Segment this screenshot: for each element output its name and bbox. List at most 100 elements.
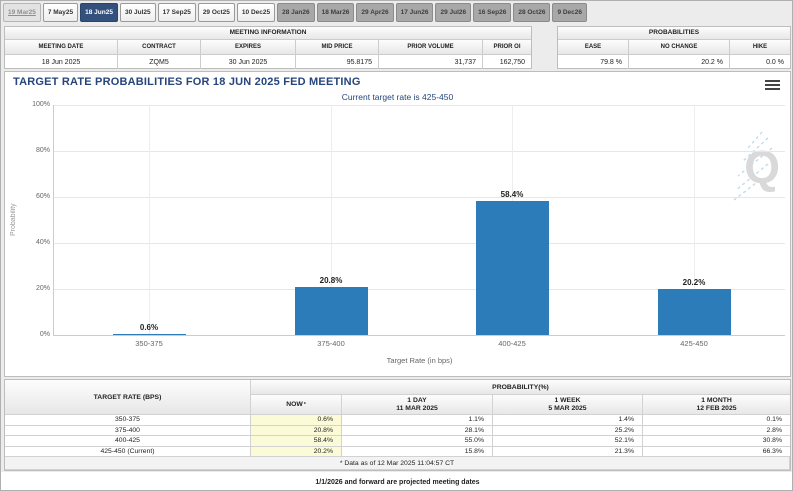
- target-rate-chart-panel: TARGET RATE PROBABILITIES FOR 18 JUN 202…: [4, 71, 791, 377]
- row-425-450-month: 66.3%: [643, 447, 790, 457]
- meeting-date-value: 18 Jun 2025: [5, 55, 118, 69]
- prior-volume-value: 31,737: [379, 55, 483, 69]
- probabilities-summary-header-row: EASE NO CHANGE HIKE: [558, 40, 790, 55]
- chart-subtitle: Current target rate is 425-450: [341, 92, 454, 102]
- tab-29-jul26[interactable]: 29 Jul26: [435, 3, 472, 22]
- xtick-350-375: 350-375: [135, 339, 163, 348]
- hike-header: HIKE: [752, 44, 768, 50]
- probabilities-summary-panel: PROBABILITIES EASE NO CHANGE HIKE 79.8 %…: [557, 26, 791, 69]
- prior-volume-header: PRIOR VOLUME: [379, 40, 483, 54]
- row-425-450-week: 21.3%: [493, 446, 643, 457]
- row-375-400-week: 25.2%: [493, 425, 643, 436]
- bar-value-label: 20.8%: [319, 276, 343, 286]
- chart-plot-area: 0% 20% 40% 60% 80% 100% Probability 0.6%…: [10, 101, 785, 365]
- bar-rect-425-450[interactable]: [657, 288, 731, 335]
- no-change-header: NO CHANGE: [629, 40, 730, 54]
- ytick-80: 80%: [35, 147, 50, 154]
- tab-28-jan26[interactable]: 28 Jan26: [277, 3, 315, 22]
- meeting-information-title: MEETING INFORMATION: [5, 27, 531, 40]
- ytick-100: 100%: [32, 101, 50, 108]
- bar-400-425: 58.4%: [421, 190, 603, 335]
- meeting-information-panel: MEETING INFORMATION MEETING DATE CONTRAC…: [4, 26, 532, 69]
- probabilities-summary-value-row: 79.8 % 20.2 % 0.0 %: [558, 55, 790, 69]
- row-350-375-month: 0.1%: [643, 415, 790, 426]
- bar-rect-400-425[interactable]: [475, 200, 549, 335]
- row-425-450-rate: 425-450 (Current): [5, 446, 251, 457]
- bar-rect-350-375[interactable]: [112, 333, 186, 335]
- hamburger-menu-icon[interactable]: [765, 80, 780, 92]
- tab-29-apr26[interactable]: 29 Apr26: [356, 3, 394, 22]
- row-350-375-day: 1.1%: [342, 415, 493, 426]
- tab-30-jul25[interactable]: 30 Jul25: [119, 3, 156, 22]
- ease-value: 79.8 %: [558, 55, 629, 69]
- ytick-60: 60%: [35, 193, 50, 200]
- row-425-450-day: 15.8%: [342, 446, 493, 457]
- bar-350-375: 0.6%: [58, 323, 240, 335]
- now-asterisk: *: [303, 401, 306, 408]
- ytick-40: 40%: [35, 239, 50, 246]
- bar-value-label: 20.2%: [682, 277, 706, 287]
- tab-17-jun26[interactable]: 17 Jun26: [395, 3, 434, 22]
- ease-header: EASE: [558, 40, 629, 54]
- tab-18-mar26[interactable]: 18 Mar26: [316, 3, 355, 22]
- row-400-425-month: 30.8%: [643, 436, 790, 447]
- expires-header: EXPIRES: [201, 40, 296, 54]
- tab-17-sep25[interactable]: 17 Sep25: [157, 3, 196, 22]
- bar-value-label: 0.6%: [139, 322, 159, 332]
- meeting-date-header: MEETING DATE: [5, 40, 118, 54]
- data-as-of-footnote: * Data as of 12 Mar 2025 11:04:57 CT: [5, 457, 790, 470]
- meeting-information-value-row: 18 Jun 2025 ZQM5 30 Jun 2025 95.8175 31,…: [5, 55, 531, 69]
- row-375-400-now: 20.8%: [251, 425, 342, 436]
- row-425-450-now: 20.2%: [251, 446, 342, 457]
- quikstrike-watermark: Q: [728, 128, 782, 204]
- watermark-dashes-icon: [733, 131, 773, 201]
- prior-oi-value: 162,750: [499, 58, 525, 66]
- bar-rect-375-400[interactable]: [294, 287, 368, 335]
- tab-7-may25[interactable]: 7 May25: [42, 3, 79, 22]
- row-400-425-now: 58.4%: [251, 436, 342, 447]
- mid-price-value: 95.8175: [296, 55, 379, 69]
- meeting-information-header-row: MEETING DATE CONTRACT EXPIRES MID PRICE …: [5, 40, 531, 55]
- mid-price-header: MID PRICE: [296, 40, 379, 54]
- xtick-400-425: 400-425: [498, 339, 526, 348]
- one-day-column-header: 1 DAY 11 MAR 2025: [342, 395, 493, 415]
- target-rate-bps-header: TARGET RATE (BPS): [5, 380, 251, 415]
- watermark-q-letter: Q: [744, 141, 780, 193]
- x-axis-title: Target Rate (in bps): [386, 356, 453, 365]
- contract-value: ZQM5: [118, 55, 201, 69]
- no-change-value: 20.2 %: [629, 55, 730, 69]
- prior-oi-header: PRIOR OI: [493, 44, 521, 50]
- hike-value: 0.0 %: [766, 58, 784, 66]
- tab-18-jun25[interactable]: 18 Jun25: [80, 3, 118, 22]
- contract-header: CONTRACT: [118, 40, 201, 54]
- bar-425-450: 20.2%: [603, 277, 785, 335]
- one-month-column-header: 1 MONTH 12 FEB 2025: [643, 395, 790, 415]
- xtick-375-400: 375-400: [317, 339, 345, 348]
- row-400-425-day: 55.0%: [342, 436, 493, 447]
- one-week-column-header: 1 WEEK 5 MAR 2025: [493, 395, 643, 415]
- bar-value-label: 58.4%: [500, 189, 524, 199]
- bottom-strip: 1/1/2026 and forward are projected meeti…: [1, 472, 792, 490]
- ytick-20: 20%: [35, 285, 50, 292]
- row-375-400-rate: 375-400: [5, 425, 251, 436]
- tab-9-dec26[interactable]: 9 Dec26: [552, 3, 588, 22]
- probability-pct-header: PROBABILITY(%): [251, 380, 790, 395]
- tab-19-mar25[interactable]: 19 Mar25: [3, 3, 41, 22]
- probability-history-panel: TARGET RATE (BPS) PROBABILITY(%) NOW * 1 …: [4, 379, 791, 471]
- tab-28-oct26[interactable]: 28 Oct26: [513, 3, 551, 22]
- row-350-375-week: 1.4%: [493, 415, 643, 426]
- expires-value: 30 Jun 2025: [201, 55, 296, 69]
- projected-meetings-note: 1/1/2026 and forward are projected meeti…: [315, 478, 480, 486]
- tab-16-sep26[interactable]: 16 Sep26: [473, 3, 512, 22]
- probability-history-table: TARGET RATE (BPS) PROBABILITY(%) NOW * 1 …: [5, 380, 790, 470]
- row-400-425-week: 52.1%: [493, 436, 643, 447]
- meeting-date-tabbar: 19 Mar25 7 May25 18 Jun25 30 Jul25 17 Se…: [3, 3, 588, 22]
- bar-375-400: 20.8%: [240, 276, 422, 335]
- row-375-400-day: 28.1%: [342, 425, 493, 436]
- row-375-400-month: 2.8%: [643, 426, 790, 436]
- xtick-425-450: 425-450: [680, 339, 708, 348]
- tab-29-oct25[interactable]: 29 Oct25: [197, 3, 235, 22]
- tab-10-dec25[interactable]: 10 Dec25: [236, 3, 276, 22]
- y-axis-title: Probability: [10, 203, 17, 237]
